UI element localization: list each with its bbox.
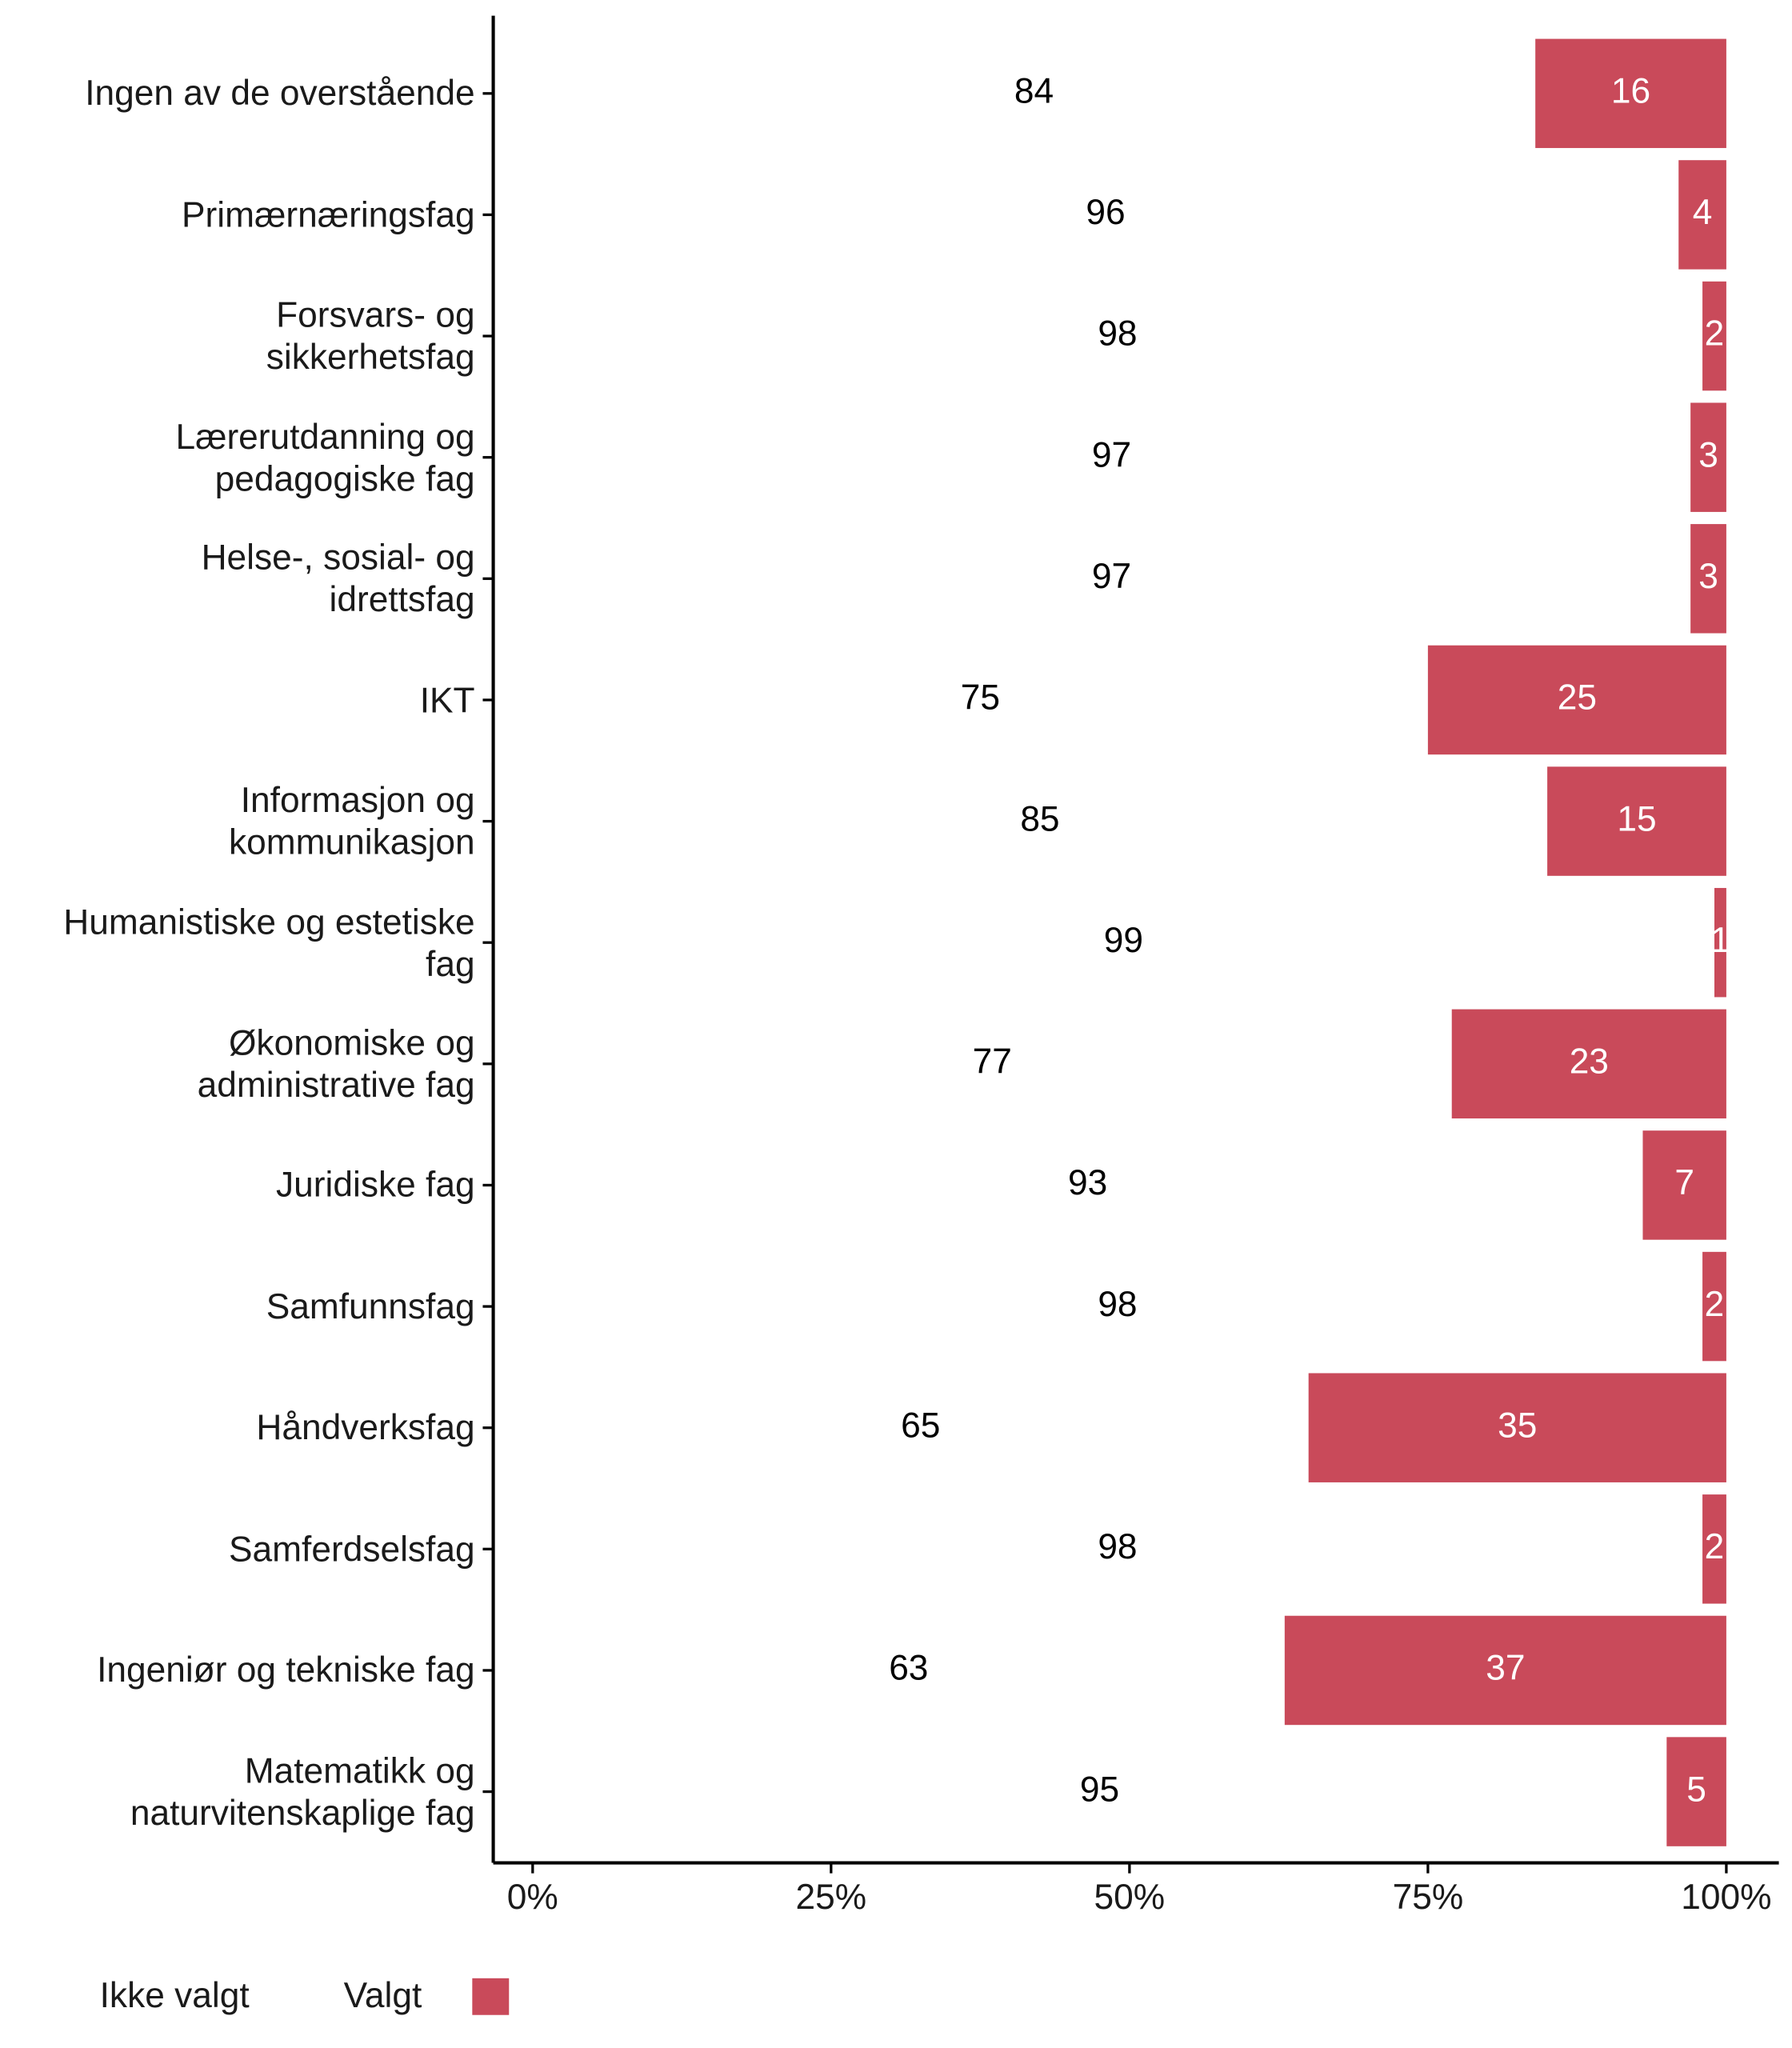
bar xyxy=(1535,38,1726,149)
x-tick-label: 50% xyxy=(1094,1878,1166,1917)
y-tick-label: Helse-, sosial- og idrettsfag xyxy=(201,538,475,620)
value-label: 98 xyxy=(1098,1527,1137,1566)
bar xyxy=(1702,281,1726,391)
bar xyxy=(532,402,1691,512)
bar xyxy=(1690,524,1726,634)
value-label: 65 xyxy=(901,1406,940,1445)
bar xyxy=(1642,1130,1726,1240)
bar xyxy=(532,281,1703,391)
value-label: 2 xyxy=(1705,1527,1725,1566)
value-label: 3 xyxy=(1698,557,1718,596)
value-label: 37 xyxy=(1486,1649,1525,1688)
y-tick-label: Juridiske fag xyxy=(276,1165,475,1206)
value-label: 15 xyxy=(1617,799,1656,838)
bar xyxy=(1702,1251,1726,1362)
value-label: 99 xyxy=(1104,921,1143,960)
bar xyxy=(1427,645,1726,755)
y-tick-label: Økonomiske og administrative fag xyxy=(197,1022,475,1105)
legend-key xyxy=(275,1978,313,2015)
y-tick-label: Primærnæringsfag xyxy=(181,194,475,235)
value-label: 95 xyxy=(1080,1770,1119,1809)
y-tick-label: Samfunnsfag xyxy=(266,1286,475,1326)
bar xyxy=(532,524,1691,634)
value-label: 75 xyxy=(961,678,1000,718)
value-label: 2 xyxy=(1705,314,1725,354)
value-label: 2 xyxy=(1705,1285,1725,1324)
value-label: 85 xyxy=(1020,799,1059,838)
value-label: 97 xyxy=(1092,557,1131,596)
y-tick-label: Ingeniør og tekniske fag xyxy=(97,1650,475,1690)
value-label: 3 xyxy=(1698,435,1718,474)
bar xyxy=(1451,1009,1726,1119)
bar xyxy=(1702,1494,1726,1604)
value-label: 16 xyxy=(1611,71,1650,110)
y-tick-label: Forsvars- og sikkerhetsfag xyxy=(266,295,475,377)
value-label: 35 xyxy=(1498,1406,1537,1445)
bar xyxy=(1690,402,1726,512)
legend-label: Ikke valgt xyxy=(99,1975,250,2015)
x-tick-label: 75% xyxy=(1393,1878,1464,1917)
bar xyxy=(1308,1373,1726,1482)
bar xyxy=(1666,1737,1726,1846)
x-tick-label: 25% xyxy=(796,1878,867,1917)
bar xyxy=(532,1130,1643,1240)
value-label: 7 xyxy=(1674,1163,1694,1202)
bar xyxy=(1678,160,1726,270)
value-label: 23 xyxy=(1570,1042,1609,1082)
bar xyxy=(532,1009,1452,1119)
value-label: 1 xyxy=(1710,921,1730,960)
bar xyxy=(532,766,1548,876)
value-label: 93 xyxy=(1068,1163,1107,1202)
value-label: 98 xyxy=(1098,314,1137,354)
bar xyxy=(532,160,1679,270)
bar xyxy=(532,38,1536,149)
y-tick-label: Lærerutdanning og pedagogiske fag xyxy=(175,416,475,498)
bar xyxy=(1714,887,1726,998)
x-tick-label: 100% xyxy=(1681,1878,1771,1917)
value-label: 63 xyxy=(889,1649,928,1688)
value-label: 98 xyxy=(1098,1285,1137,1324)
bar xyxy=(532,1373,1309,1482)
bar xyxy=(532,1251,1703,1362)
y-tick-label: Ingen av de overstående xyxy=(85,74,475,114)
legend-label: Valgt xyxy=(343,1975,422,2015)
x-tick-label: 0% xyxy=(507,1878,558,1917)
bar xyxy=(532,645,1428,755)
y-tick-label: Samferdselsfag xyxy=(228,1529,475,1569)
y-tick-label: Informasjon og kommunikasjon xyxy=(229,780,475,862)
y-tick-label: IKT xyxy=(419,680,475,720)
value-label: 4 xyxy=(1693,193,1713,232)
legend-key xyxy=(472,1978,510,2015)
bar xyxy=(532,1615,1285,1726)
value-label: 77 xyxy=(973,1042,1012,1082)
bar xyxy=(1284,1615,1726,1726)
value-label: 25 xyxy=(1558,678,1597,718)
bar xyxy=(532,1737,1667,1846)
value-label: 97 xyxy=(1092,435,1131,474)
value-label: 84 xyxy=(1014,71,1054,110)
bar xyxy=(532,1494,1703,1604)
y-tick-label: Håndverksfag xyxy=(256,1408,475,1448)
bar xyxy=(532,887,1714,998)
y-tick-label: Matematikk og naturvitenskaplige fag xyxy=(130,1750,475,1833)
value-label: 5 xyxy=(1686,1770,1706,1809)
y-tick-label: Humanistiske og estetiske fag xyxy=(63,902,475,984)
bar xyxy=(1547,766,1726,876)
value-label: 96 xyxy=(1086,193,1125,232)
